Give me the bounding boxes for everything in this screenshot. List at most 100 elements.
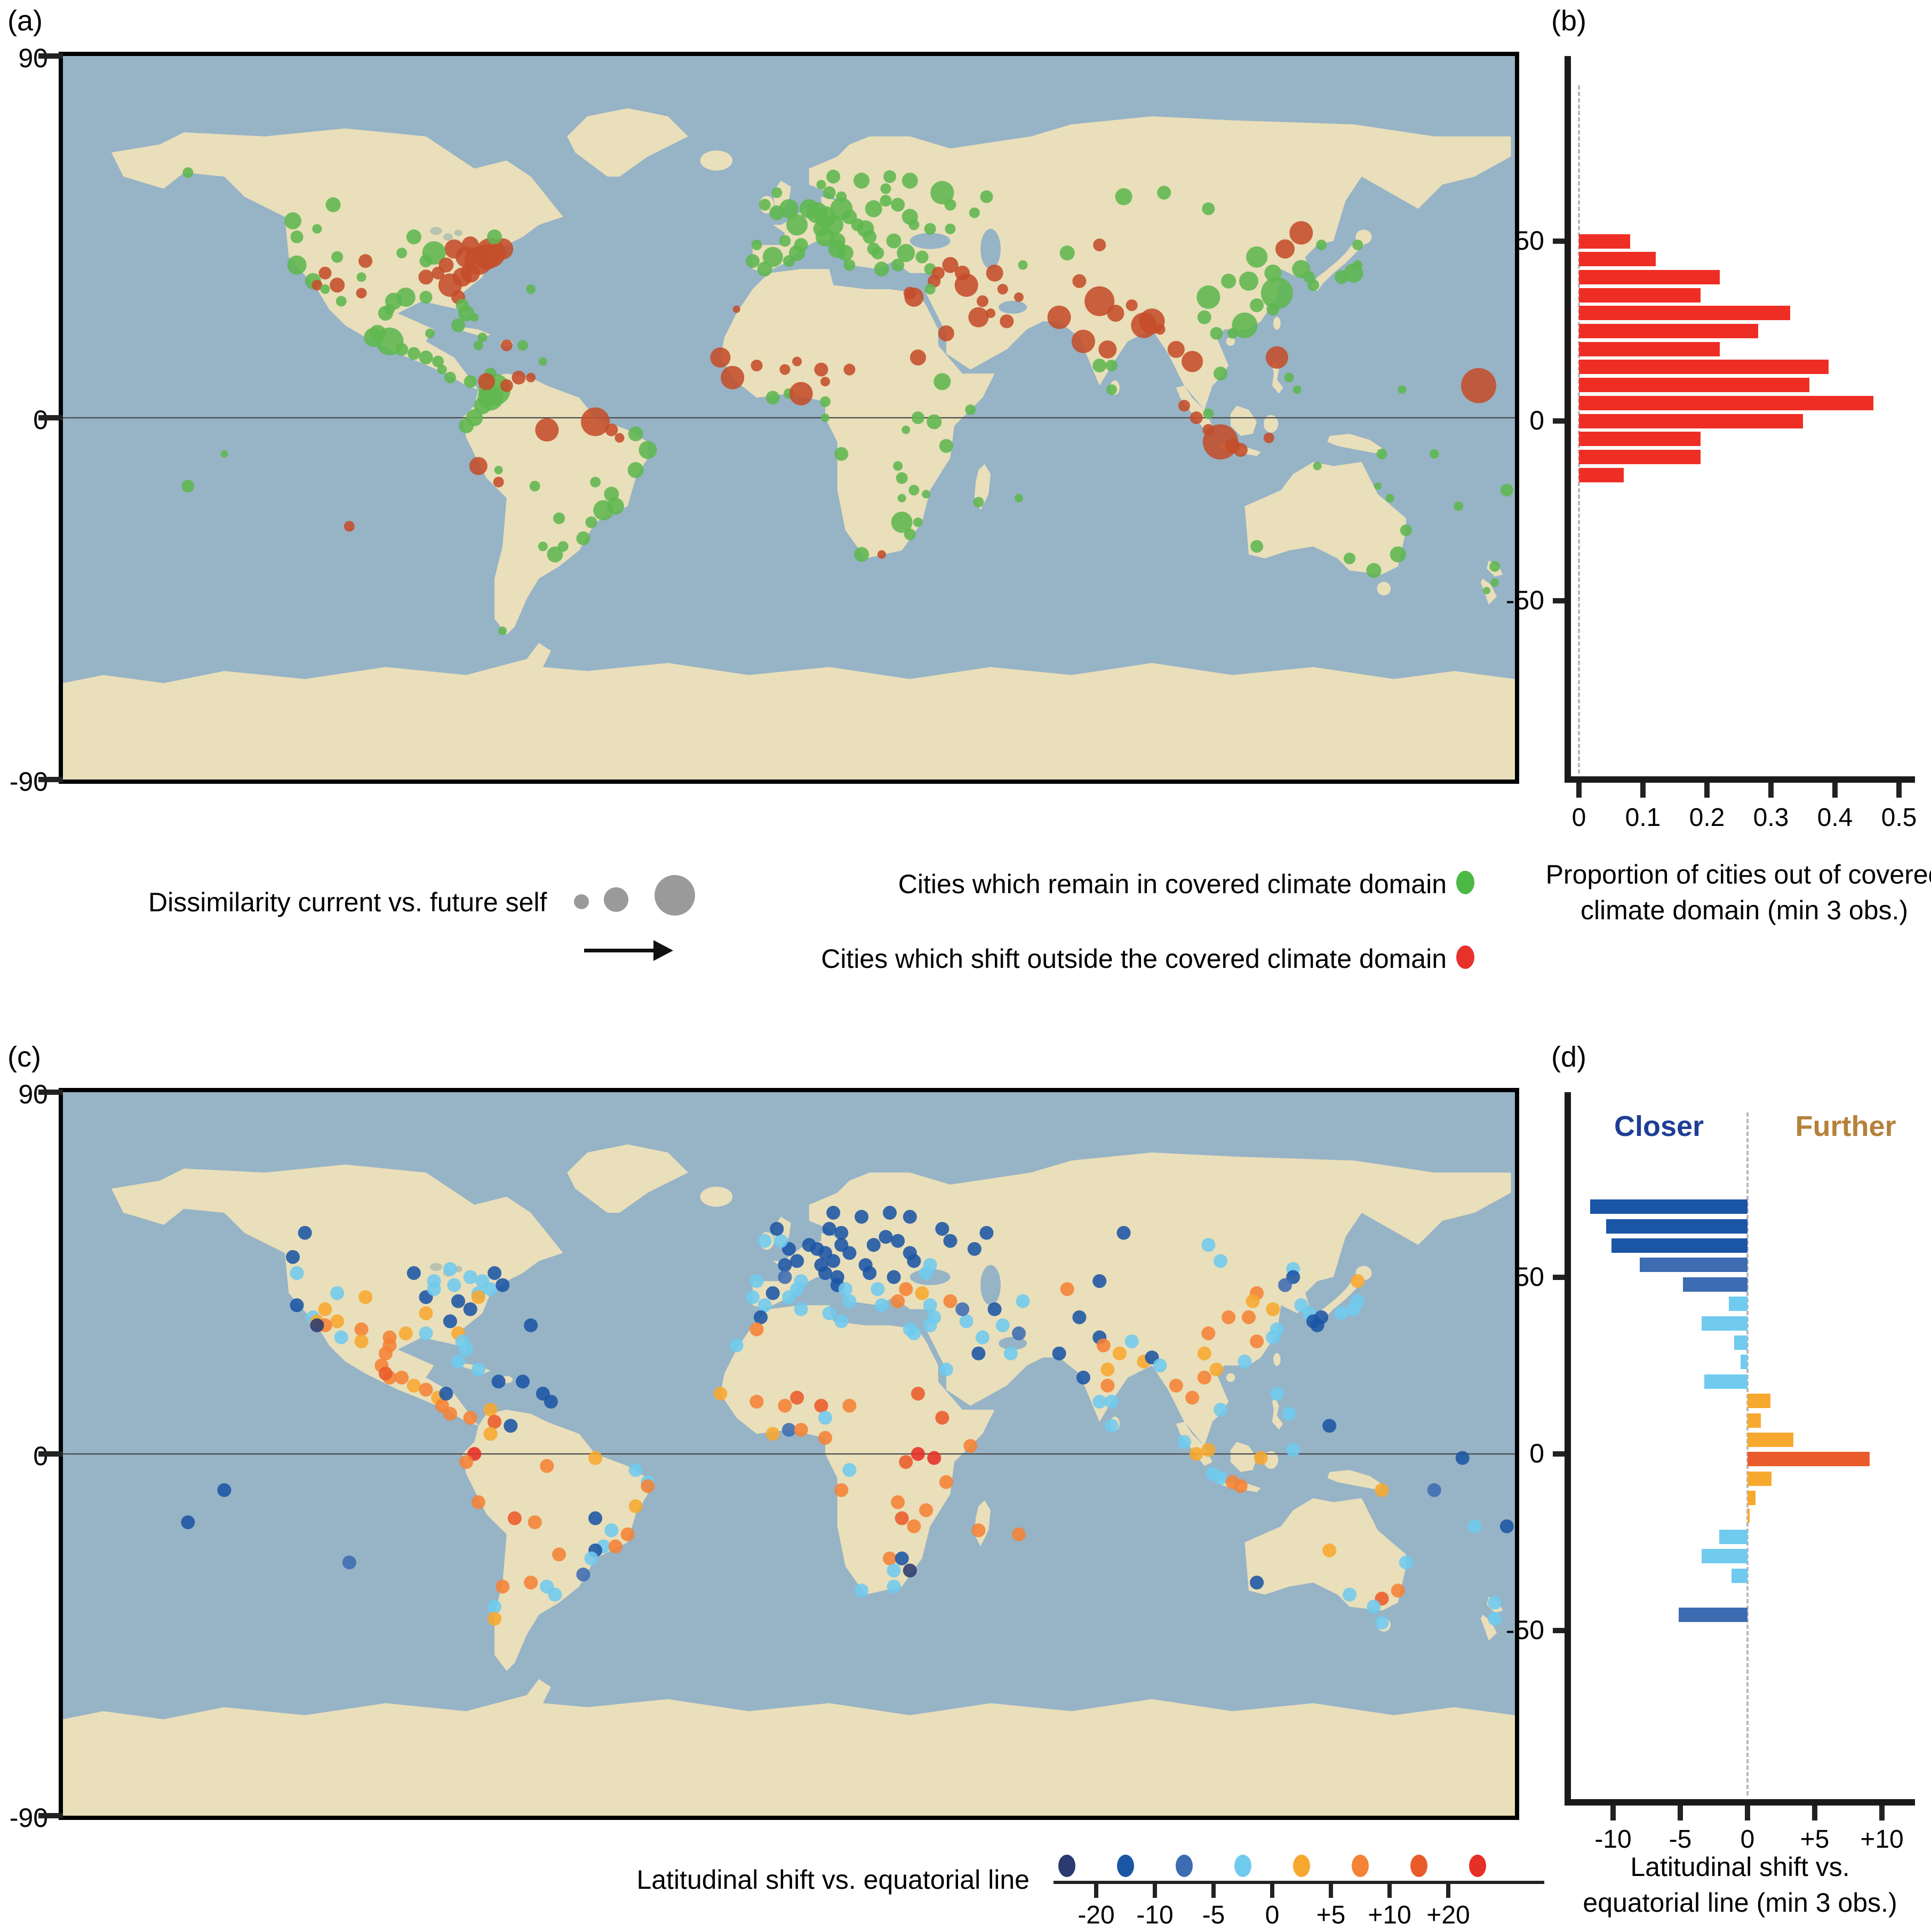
- city-dot: [779, 235, 791, 247]
- city-dot: [923, 1318, 937, 1332]
- panel-b-xtick-label: 0.4: [1817, 804, 1853, 832]
- city-dot: [488, 1611, 502, 1626]
- city-dot: [963, 1438, 978, 1453]
- city-dot: [483, 1403, 498, 1417]
- city-dot: [969, 207, 980, 218]
- city-dot: [1385, 494, 1394, 503]
- city-dot: [318, 266, 332, 280]
- panel-b-xtick: [1768, 783, 1774, 798]
- map-c-tick: [38, 1090, 63, 1095]
- city-dot: [331, 251, 344, 263]
- map-a-tick: [38, 415, 63, 420]
- city-dot: [1427, 1483, 1441, 1497]
- city-dot: [444, 239, 464, 259]
- shift-legend-tick-label: +10: [1368, 1901, 1411, 1929]
- city-dot: [907, 1254, 921, 1268]
- bar-b-lat-25: [1579, 324, 1758, 338]
- city-dot: [887, 1579, 901, 1594]
- city-dot: [897, 494, 906, 503]
- city-dot: [1196, 285, 1220, 309]
- city-dot: [783, 255, 795, 267]
- panel-d-xtick: [1678, 1806, 1683, 1820]
- city-dot: [290, 1298, 304, 1313]
- city-dot: [781, 1290, 796, 1305]
- city-dot: [620, 1527, 635, 1541]
- city-dot: [842, 1463, 857, 1477]
- sea: [999, 300, 1027, 314]
- city-dot: [822, 1306, 836, 1321]
- panel-b-xtick-label: 0: [1571, 804, 1586, 832]
- shift-legend-tick-label: +20: [1426, 1901, 1470, 1929]
- panel-d-xtick: [1610, 1806, 1616, 1820]
- city-dot: [843, 259, 856, 271]
- shift-legend-label: Latitudinal shift vs. equatorial line: [636, 1865, 1030, 1895]
- city-dot: [1461, 368, 1496, 403]
- city-dot: [1011, 1527, 1026, 1541]
- city-dot: [959, 1314, 974, 1329]
- city-dot: [769, 205, 785, 220]
- sea: [909, 233, 951, 249]
- city-dot: [615, 433, 625, 443]
- city-dot: [1100, 1362, 1115, 1377]
- city-dot: [1107, 305, 1124, 322]
- city-dot: [943, 1234, 957, 1248]
- city-dot: [1375, 1483, 1389, 1497]
- shift-legend-axis: [1054, 1881, 1544, 1884]
- city-dot: [320, 284, 330, 294]
- city-dot: [1227, 328, 1238, 339]
- shift-legend-tick-label: 0: [1265, 1901, 1280, 1929]
- city-dot: [418, 269, 434, 285]
- city-dot: [749, 1322, 764, 1337]
- city-dot: [1238, 1354, 1252, 1369]
- map-a-tick: [38, 53, 63, 59]
- city-dot: [710, 347, 731, 368]
- city-dot: [584, 1551, 599, 1565]
- city-dot: [1266, 1330, 1280, 1345]
- lake: [443, 233, 453, 241]
- city-dot: [330, 1314, 345, 1329]
- panel-d-xtick: [1812, 1806, 1817, 1820]
- city-dot: [919, 1266, 933, 1280]
- panel-b-xtick: [1640, 783, 1646, 798]
- city-dot: [842, 1246, 857, 1260]
- map-a-tick: [38, 777, 63, 782]
- city-dot: [770, 1222, 784, 1236]
- city-dot: [935, 1222, 949, 1236]
- city-dot: [1260, 277, 1293, 309]
- city-dot: [944, 198, 956, 211]
- city-dot: [924, 222, 936, 235]
- shift-legend-dot-L: [1234, 1855, 1251, 1877]
- city-dot: [749, 1274, 764, 1289]
- panel-b-ytick: [1553, 238, 1565, 244]
- city-dot: [907, 1519, 921, 1533]
- city-dot: [463, 1270, 477, 1284]
- city-dot: [938, 325, 954, 341]
- city-dot: [842, 1398, 857, 1413]
- city-dot: [590, 476, 601, 488]
- city-dot: [378, 1346, 393, 1361]
- city-dot: [945, 223, 956, 234]
- shift-legend-tick: [1446, 1881, 1450, 1898]
- city-dot: [547, 546, 563, 563]
- city-dot: [628, 426, 643, 442]
- panel-b-y-axis: [1565, 56, 1571, 783]
- shift-legend-dot-O: [1352, 1855, 1369, 1877]
- city-dot: [826, 1206, 841, 1220]
- city-dot: [1072, 274, 1087, 288]
- city-dot: [779, 364, 791, 375]
- city-dot: [1263, 432, 1274, 443]
- city-dot: [865, 200, 882, 218]
- city-dot: [911, 411, 924, 424]
- city-dot: [1178, 400, 1191, 412]
- city-dot: [1209, 1362, 1224, 1377]
- shift-legend-tick: [1329, 1881, 1333, 1898]
- city-dot: [1284, 372, 1294, 383]
- city-dot: [1488, 1595, 1502, 1610]
- city-dot: [854, 547, 869, 562]
- panel-d-xtick-label: 0: [1740, 1825, 1755, 1854]
- bar-b-lat-40: [1579, 269, 1720, 284]
- city-dot: [608, 1539, 623, 1554]
- city-dot: [887, 1270, 901, 1284]
- city-dot: [334, 1330, 348, 1345]
- city-dot: [1214, 1403, 1228, 1417]
